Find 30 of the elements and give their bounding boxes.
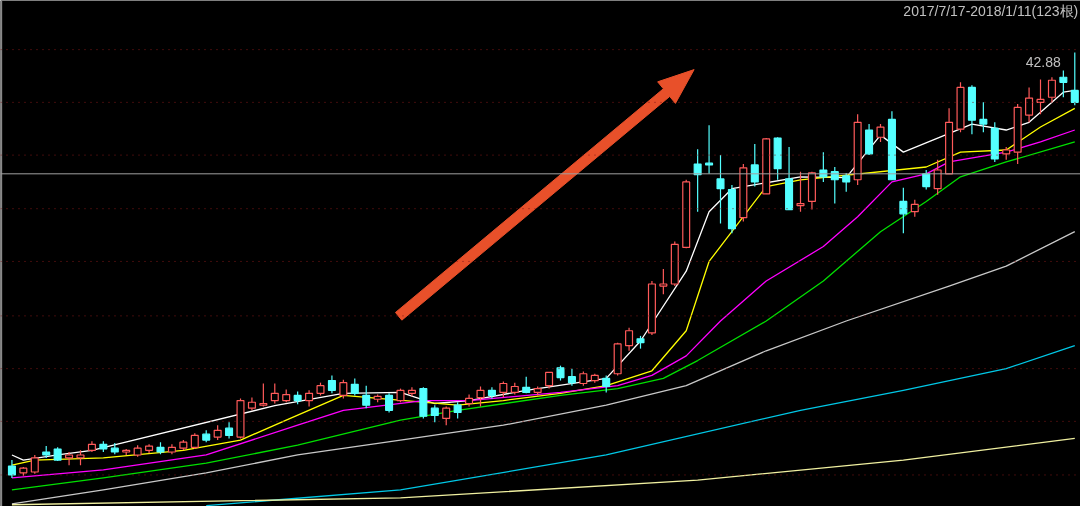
candlestick [842,172,851,193]
candlestick [442,405,451,426]
candlestick [716,154,725,225]
candlestick [567,368,576,387]
candlestick [865,123,874,156]
candlestick [796,171,805,213]
candlestick [385,392,394,414]
candlestick [625,327,634,352]
candlestick [362,385,371,409]
candlestick [407,386,416,397]
candlestick [1047,76,1056,103]
candlestick [1070,51,1079,106]
candlestick [922,169,931,191]
candlestick [899,187,908,234]
candlestick [1025,86,1034,123]
candlestick [933,159,942,196]
candlestick [1059,69,1068,98]
candlestick [693,148,702,213]
candlestick [30,454,39,475]
candlestick [339,379,348,400]
candlestick [659,268,668,295]
candlestick [705,124,714,175]
annotation: 42.88 [1025,53,1061,70]
candlestick [476,385,485,408]
candlestick [1036,78,1045,115]
candlestick [750,143,759,188]
candlestick [270,382,279,405]
candlestick [979,101,988,133]
candlestick [65,451,74,466]
text: 2017/7/17-2018/1/11(123根) [903,2,1079,19]
